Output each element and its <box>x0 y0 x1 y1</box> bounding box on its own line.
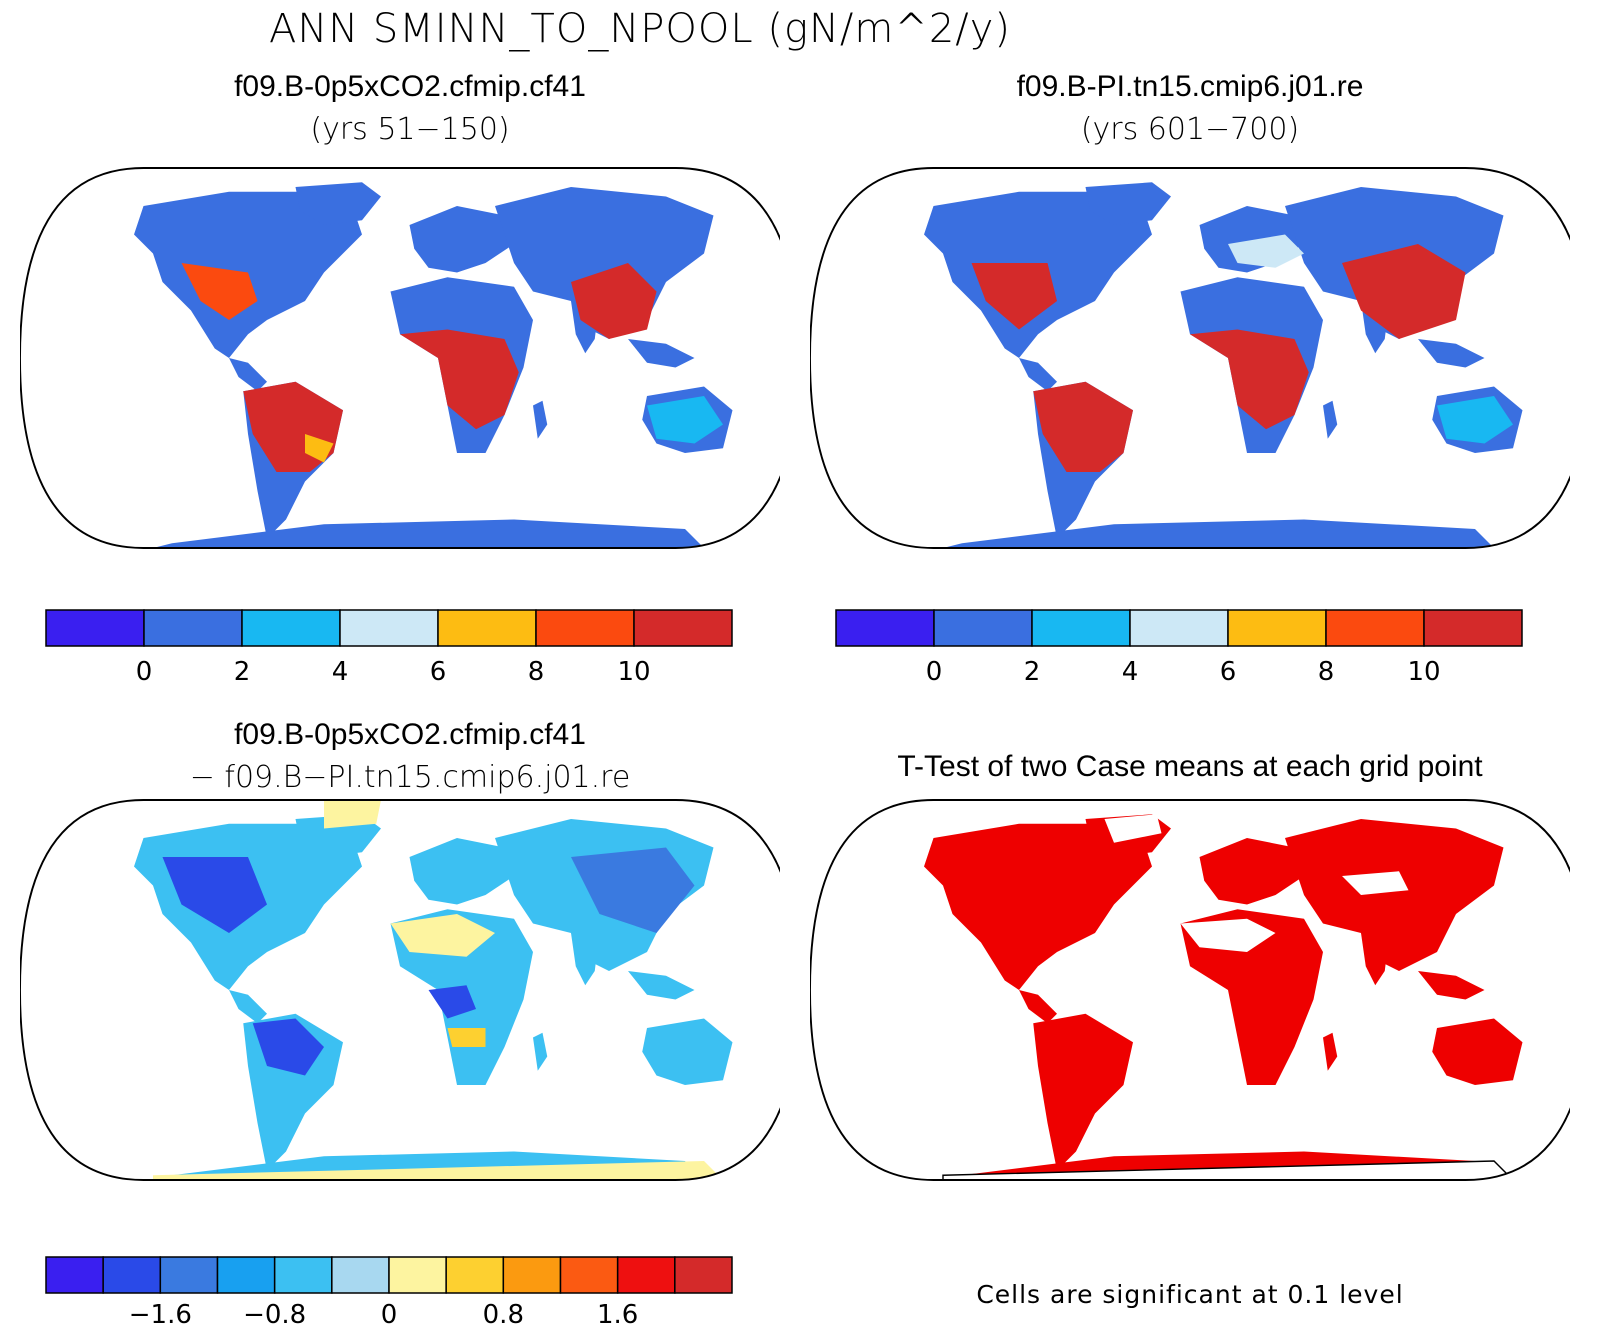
colorbar-swatch <box>559 1256 619 1294</box>
colorbar-tick-label: 10 <box>1407 657 1440 687</box>
colorbar-tick-label: 0.8 <box>483 1300 524 1327</box>
colorbar-top-right: 0 2 4 6 8 10 <box>835 609 1523 687</box>
colorbar-swatch <box>331 1256 390 1294</box>
colorbar-swatch <box>273 1256 333 1294</box>
colorbar-tick-label: −0.8 <box>243 1300 306 1327</box>
colorbar-tick-label: 8 <box>528 657 545 687</box>
colorbar-swatch <box>45 609 145 647</box>
colorbar-swatch <box>633 609 733 647</box>
colorbar-swatch <box>933 609 1033 647</box>
colorbar-tick-label: 4 <box>1122 657 1139 687</box>
page-title: ANN SMINN_TO_NPOOL (gN/m^2/y) <box>268 6 1012 52</box>
colorbar-swatch <box>1031 609 1131 647</box>
map-bottom-right <box>810 799 1570 1181</box>
colorbar-swatch <box>1227 609 1327 647</box>
colorbar-tick-label: 0 <box>926 657 943 687</box>
colorbar-tick-label: 2 <box>1024 657 1041 687</box>
significance-note: Cells are significant at 0.1 level <box>976 1280 1404 1309</box>
panel-bl-subtitle: − f09.B−PI.tn15.cmip6.j01.re <box>189 760 631 795</box>
colorbar-swatch <box>1129 609 1229 647</box>
map-top-right <box>810 167 1570 549</box>
colorbar-swatch <box>1423 609 1523 647</box>
colorbar-tick-label: −1.6 <box>129 1300 192 1327</box>
colorbar-bottom-left: −1.6 −0.8 0 0.8 1.6 <box>45 1256 733 1327</box>
colorbar-swatch <box>159 1256 219 1294</box>
panel-tr-subtitle: (yrs 601−700) <box>1080 112 1300 147</box>
colorbar-swatch <box>241 609 341 647</box>
map-bottom-left <box>20 799 780 1181</box>
colorbar-swatch <box>674 1256 733 1294</box>
colorbar-swatch <box>835 609 935 647</box>
colorbar-swatch <box>616 1256 676 1294</box>
colorbar-swatch <box>102 1256 162 1294</box>
colorbar-swatch <box>502 1256 562 1294</box>
colorbar-tick-label: 8 <box>1318 657 1335 687</box>
colorbar-tick-label: 2 <box>234 657 251 687</box>
panel-br-title: T-Test of two Case means at each grid po… <box>897 750 1483 783</box>
colorbar-top-left: 0 2 4 6 8 10 <box>45 609 733 687</box>
colorbar-tick-label: 4 <box>332 657 349 687</box>
colorbar-swatch <box>535 609 635 647</box>
colorbar-swatch <box>1325 609 1425 647</box>
panel-bl-title: f09.B-0p5xCO2.cfmip.cf41 <box>234 718 586 751</box>
colorbar-swatch <box>445 1256 505 1294</box>
map-top-left <box>20 167 780 549</box>
colorbar-tick-label: 0 <box>381 1300 398 1327</box>
colorbar-swatch <box>216 1256 276 1294</box>
panel-tl-subtitle: (yrs 51−150) <box>310 112 510 147</box>
colorbar-swatch <box>45 1256 104 1294</box>
colorbar-swatch <box>339 609 439 647</box>
colorbar-tick-label: 10 <box>617 657 650 687</box>
colorbar-tick-label: 6 <box>430 657 447 687</box>
panel-tr-title: f09.B-PI.tn15.cmip6.j01.re <box>1016 70 1364 103</box>
colorbar-tick-label: 6 <box>1220 657 1237 687</box>
colorbar-tick-label: 0 <box>136 657 153 687</box>
colorbar-swatch <box>143 609 243 647</box>
panel-tl-title: f09.B-0p5xCO2.cfmip.cf41 <box>234 70 586 103</box>
colorbar-swatch <box>437 609 537 647</box>
colorbar-swatch <box>388 1256 447 1294</box>
colorbar-tick-label: 1.6 <box>597 1300 638 1327</box>
